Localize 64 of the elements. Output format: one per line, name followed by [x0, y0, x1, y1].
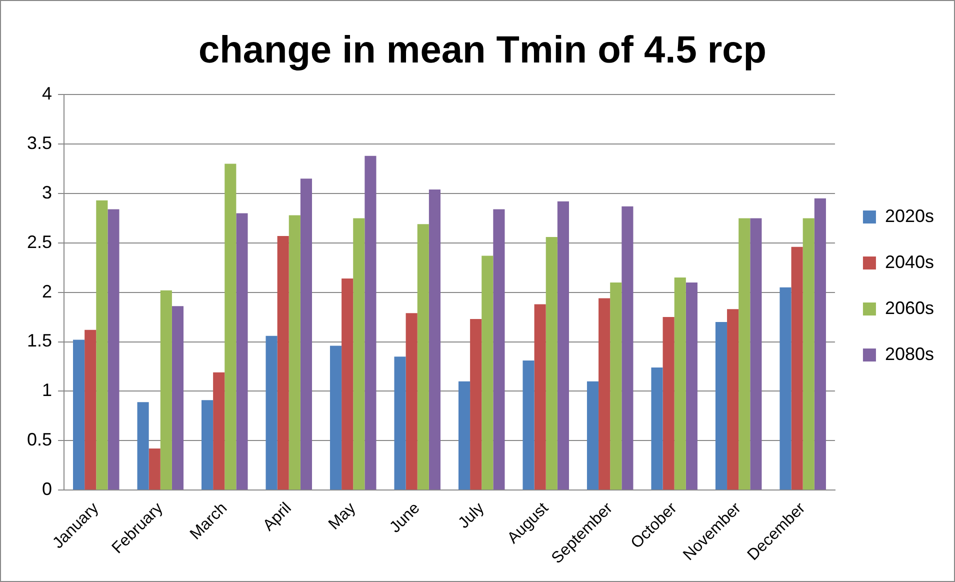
y-tick-label: 1.5 — [26, 330, 52, 351]
y-tick-label: 2 — [42, 281, 52, 302]
bar — [814, 198, 826, 490]
bar — [674, 278, 686, 490]
bar — [300, 178, 312, 490]
bar — [277, 236, 289, 490]
bar — [148, 448, 160, 490]
y-tick-label: 2.5 — [26, 232, 52, 252]
bar — [534, 304, 546, 490]
bar — [172, 306, 184, 490]
chart-title: change in mean Tmin of 4.5 rcp — [198, 29, 767, 72]
bar — [598, 298, 610, 490]
bar — [493, 209, 505, 490]
bar — [727, 309, 739, 490]
y-tick-label: 0.5 — [26, 430, 52, 450]
bar — [802, 218, 814, 490]
x-tick-label: May — [326, 500, 360, 534]
bar — [213, 372, 225, 490]
bar — [546, 236, 558, 490]
bar — [622, 206, 634, 490]
bar — [791, 246, 803, 490]
bar — [586, 381, 599, 490]
y-tick-label: 1 — [42, 380, 52, 400]
bar — [330, 346, 342, 490]
legend-label: 2060s — [884, 298, 934, 318]
legend-label: 2080s — [884, 344, 934, 364]
bar — [482, 256, 494, 490]
bar — [470, 319, 482, 490]
bar — [750, 218, 762, 490]
bar — [353, 218, 365, 490]
bar — [738, 218, 750, 490]
bar — [224, 164, 236, 490]
bar — [458, 381, 470, 490]
bar — [394, 356, 406, 490]
bar — [557, 201, 569, 490]
bar — [202, 400, 214, 490]
bar — [780, 287, 792, 490]
bar — [364, 156, 376, 490]
bar — [236, 213, 248, 490]
y-tick-label: 3 — [42, 182, 52, 202]
bar — [96, 200, 108, 490]
bar — [288, 215, 300, 490]
x-tick-label: July — [455, 500, 488, 532]
y-tick-label: 4 — [42, 84, 52, 104]
bar — [417, 224, 429, 490]
bar — [160, 290, 172, 490]
bar — [108, 209, 120, 490]
legend-label: 2020s — [884, 206, 934, 226]
legend-label: 2040s — [884, 252, 934, 272]
bar — [266, 336, 278, 490]
bar — [137, 402, 149, 490]
bar — [84, 330, 96, 490]
bar — [428, 190, 440, 490]
bar — [662, 317, 674, 490]
y-tick-label: 3.5 — [26, 133, 52, 154]
bar — [610, 282, 622, 490]
y-tick-label: 0 — [42, 479, 52, 500]
bar — [342, 278, 354, 490]
bar — [715, 322, 728, 490]
bar — [686, 282, 698, 490]
bar — [651, 367, 663, 490]
bar — [73, 340, 85, 490]
bar — [522, 360, 534, 490]
bar — [406, 313, 418, 490]
